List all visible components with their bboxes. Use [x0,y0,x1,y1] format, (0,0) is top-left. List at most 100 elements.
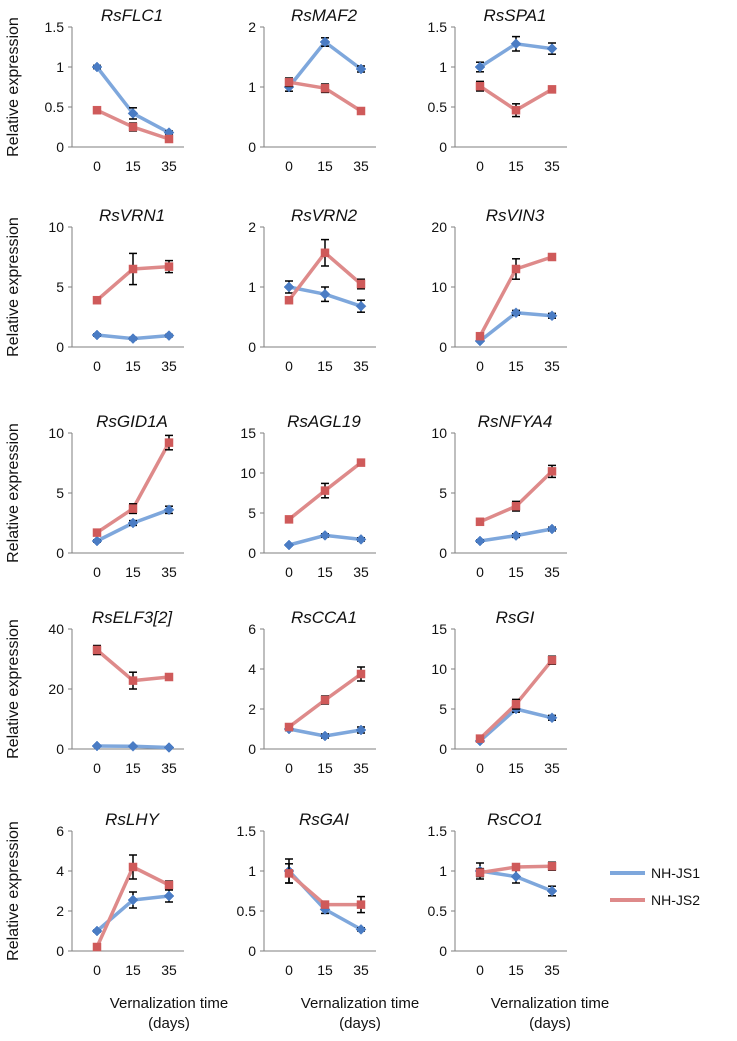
panel-title: RsCO1 [487,810,543,829]
panel-rsflc1: RsFLC1 0 0.5 1 1.5 0 15 35 [45,6,184,174]
panel-title: RsGAI [299,810,349,829]
x-tick-label: 35 [161,158,177,174]
x-tick-label: 15 [317,158,333,174]
xlabel-col2-line1: Vernalization time [301,995,419,1012]
x-tick-label: 35 [353,158,369,174]
y-tick-label: 20 [431,219,447,235]
panel-rsagl19: RsAGL19 0 5 10 15 0 15 35 [240,412,376,580]
data-point-nh-js2 [320,486,330,495]
data-point-nh-js1 [163,330,175,341]
x-tick-label: 15 [125,760,141,776]
panel-rsnfya4: RsNFYA4 0 5 10 0 15 35 [431,412,567,580]
y-tick-label: 2 [248,19,256,35]
data-point-nh-js1 [355,534,367,545]
panel-rsco1: RsCO1 0 0.5 1 1.5 0 15 35 [428,810,567,978]
data-point-nh-js2 [128,122,138,132]
ylabel-row5: Relative expression [5,821,22,961]
data-point-nh-js2 [356,900,366,909]
x-tick-label: 0 [476,564,484,580]
panel-rself3-2: RsELF3[2] 0 20 40 0 15 35 [48,608,184,776]
panel-title: RsELF3[2] [92,608,174,627]
x-tick-label: 0 [93,564,101,580]
data-point-nh-js2 [547,85,557,94]
xlabel-col3-line1: Vernalization time [491,995,609,1012]
data-point-nh-js2 [320,83,330,93]
panel-rsmaf2: RsMAF2 0 1 2 0 15 35 [248,6,376,174]
y-tick-label: 1 [439,59,447,75]
data-point-nh-js1 [510,530,522,541]
data-point-nh-js2 [547,252,557,262]
x-tick-label: 35 [353,564,369,580]
panel-grid: Relative expression Relative expression Re… [5,6,567,978]
y-tick-label: 1 [248,863,256,879]
y-tick-label: 0 [56,339,64,355]
x-tick-label: 15 [125,158,141,174]
x-tick-label: 0 [476,962,484,978]
data-point-nh-js1 [127,740,139,752]
y-tick-label: 0.5 [428,99,448,115]
panel-rsspa1: RsSPA1 0 0.5 1 1.5 0 15 35 [428,6,567,174]
x-tick-label: 35 [544,564,560,580]
data-point-nh-js2 [511,501,521,511]
data-point-nh-js2 [128,862,138,872]
data-point-nh-js1 [91,740,103,752]
legend-label-nh-js2: NH-JS2 [651,892,700,908]
data-point-nh-js1 [91,925,103,937]
data-point-nh-js2 [475,734,485,743]
data-point-nh-js2 [475,868,485,877]
data-point-nh-js1 [510,307,522,319]
y-tick-label: 2 [248,219,256,235]
series-line-nh-js2 [479,470,554,524]
panel-title: RsFLC1 [101,6,163,25]
y-tick-label: 1 [248,279,256,295]
y-tick-label: 0 [248,545,256,561]
x-tick-label: 0 [93,962,101,978]
x-tick-label: 35 [161,358,177,374]
xlabel-col1-line1: Vernalization time [110,995,228,1012]
y-tick-label: 1.5 [428,823,448,839]
ylabel-row2: Relative expression [5,217,22,357]
data-point-nh-js2 [356,279,366,289]
y-tick-label: 2 [56,903,64,919]
data-point-nh-js2 [284,869,294,878]
panel-rsgid1a: RsGID1A 0 5 10 0 15 35 [48,412,184,580]
x-tick-label: 35 [544,358,560,374]
x-tick-label: 35 [161,760,177,776]
data-point-nh-js2 [547,861,557,871]
x-tick-label: 15 [125,564,141,580]
data-point-nh-js2 [547,655,557,665]
ylabel-row1: Relative expression [5,17,22,157]
panel-title: RsGI [496,608,535,627]
x-tick-label: 0 [476,158,484,174]
panel-rsvrn2: RsVRN2 0 1 2 0 15 35 [248,206,376,374]
y-tick-label: 10 [240,465,256,481]
panel-title: RsGID1A [96,412,168,431]
panel-title: RsAGL19 [287,412,361,431]
panel-title: RsVRN1 [99,206,165,225]
panel-rsgai: RsGAI 0 0.5 1 1.5 0 15 35 [237,810,376,978]
data-point-nh-js2 [511,862,521,872]
data-point-nh-js2 [128,504,138,513]
y-tick-label: 0 [56,545,64,561]
xlabel-col1-line2: (days) [148,1015,190,1032]
xlabel-col3-line2: (days) [529,1015,571,1032]
y-tick-label: 0 [248,741,256,757]
data-point-nh-js1 [91,61,103,73]
y-tick-label: 0 [56,139,64,155]
panel-rscca1: RsCCA1 0 2 4 6 0 15 35 [248,608,376,776]
data-point-nh-js2 [92,105,102,115]
data-point-nh-js2 [92,942,102,952]
data-point-nh-js2 [128,676,138,685]
x-axis-labels: Vernalization time (days) Vernalization … [110,995,609,1032]
data-point-nh-js1 [163,504,175,516]
y-tick-label: 1.5 [237,823,257,839]
data-point-nh-js2 [284,77,294,87]
x-tick-label: 15 [125,962,141,978]
x-tick-label: 15 [508,358,524,374]
x-tick-label: 35 [161,564,177,580]
y-tick-label: 20 [48,681,64,697]
y-tick-label: 0.5 [45,99,65,115]
data-point-nh-js1 [91,329,103,341]
y-tick-label: 0 [439,339,447,355]
